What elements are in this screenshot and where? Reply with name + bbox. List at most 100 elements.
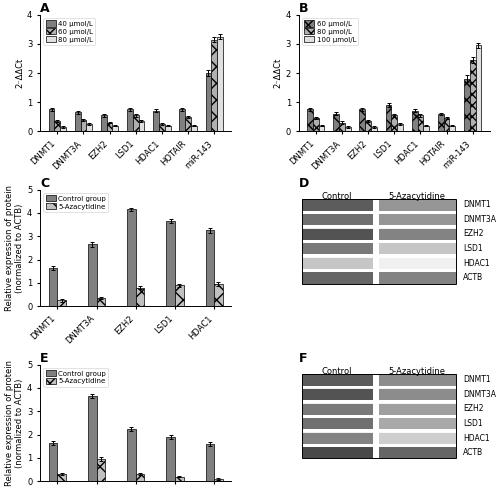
Bar	[175, 476, 184, 481]
Bar	[307, 109, 313, 131]
Bar	[206, 230, 214, 306]
Bar	[302, 374, 373, 385]
Text: LSD1: LSD1	[463, 419, 483, 428]
Text: LSD1: LSD1	[463, 244, 483, 253]
Bar	[80, 120, 86, 131]
Bar	[214, 479, 223, 481]
Text: Control: Control	[322, 192, 352, 201]
Bar	[75, 112, 80, 131]
Bar	[217, 37, 223, 131]
Bar	[379, 199, 456, 211]
Bar	[379, 257, 456, 269]
Text: 5-Azacytidine: 5-Azacytidine	[388, 192, 446, 201]
Bar	[379, 214, 456, 225]
Bar	[386, 105, 392, 131]
Text: C: C	[40, 177, 49, 190]
Bar	[165, 126, 170, 131]
Y-axis label: 2⁻ΔΔCt: 2⁻ΔΔCt	[274, 58, 282, 88]
Bar	[86, 124, 92, 131]
Text: HDAC1: HDAC1	[463, 259, 490, 268]
Text: A: A	[40, 2, 50, 15]
Bar	[379, 243, 456, 254]
Bar	[212, 39, 217, 131]
Text: F: F	[298, 352, 307, 364]
Bar	[191, 126, 196, 131]
Bar	[133, 115, 138, 131]
Bar	[127, 429, 136, 481]
Bar	[302, 199, 456, 283]
Bar	[392, 115, 397, 131]
Bar	[88, 396, 96, 481]
Bar	[302, 418, 373, 429]
Text: DNMT1: DNMT1	[463, 200, 491, 209]
Bar	[438, 114, 444, 131]
Legend: 60 μmol/L, 80 μmol/L, 100 μmol/L: 60 μmol/L, 80 μmol/L, 100 μmol/L	[302, 18, 358, 45]
Bar	[379, 228, 456, 240]
Bar	[180, 109, 185, 131]
Bar	[345, 127, 350, 131]
Legend: Control group, 5-Azacytidine: Control group, 5-Azacytidine	[44, 193, 108, 212]
Bar	[379, 403, 456, 415]
Bar	[313, 118, 318, 131]
Bar	[138, 121, 144, 131]
Bar	[136, 288, 144, 306]
Bar	[397, 124, 403, 131]
Bar	[136, 474, 144, 481]
Text: DNMT3A: DNMT3A	[463, 390, 496, 399]
Bar	[175, 285, 184, 306]
Bar	[302, 228, 373, 240]
Bar	[154, 111, 159, 131]
Y-axis label: Relative expression of protein
(normalized to ACTB): Relative expression of protein (normaliz…	[5, 185, 24, 311]
Bar	[318, 126, 324, 131]
Bar	[54, 121, 60, 131]
Bar	[302, 447, 373, 459]
Bar	[371, 127, 376, 131]
Text: HDAC1: HDAC1	[463, 434, 490, 442]
Bar	[159, 124, 165, 131]
Bar	[464, 79, 470, 131]
Text: DNMT1: DNMT1	[463, 375, 491, 384]
Bar	[365, 121, 371, 131]
Bar	[206, 444, 214, 481]
Bar	[48, 443, 58, 481]
Bar	[379, 447, 456, 459]
Bar	[302, 432, 373, 444]
Bar	[88, 245, 96, 306]
Bar	[214, 284, 223, 306]
Bar	[58, 474, 66, 481]
Bar	[166, 437, 175, 481]
Bar	[444, 118, 450, 131]
Bar	[302, 199, 373, 211]
Bar	[339, 123, 345, 131]
Text: ACTB: ACTB	[463, 273, 483, 282]
Bar	[418, 115, 424, 131]
Bar	[470, 60, 476, 131]
Text: EZH2: EZH2	[463, 229, 483, 239]
Bar	[412, 111, 418, 131]
Bar	[302, 388, 373, 400]
Bar	[112, 126, 118, 131]
Bar	[106, 123, 112, 131]
Bar	[379, 374, 456, 385]
Bar	[101, 115, 106, 131]
Y-axis label: 2⁻ΔΔCt: 2⁻ΔΔCt	[15, 58, 24, 88]
Bar	[127, 210, 136, 306]
Bar	[127, 109, 133, 131]
Bar	[379, 432, 456, 444]
Bar	[96, 459, 105, 481]
Text: B: B	[298, 2, 308, 15]
Text: ACTB: ACTB	[463, 448, 483, 457]
Bar	[334, 114, 339, 131]
Bar	[166, 221, 175, 306]
Bar	[450, 126, 455, 131]
Bar	[302, 257, 373, 269]
Bar	[58, 300, 66, 306]
Bar	[379, 388, 456, 400]
Text: Control: Control	[322, 367, 352, 376]
Bar	[379, 272, 456, 283]
Bar	[302, 214, 373, 225]
Bar	[424, 126, 429, 131]
Bar	[302, 374, 456, 459]
Bar	[96, 298, 105, 306]
Text: EZH2: EZH2	[463, 405, 483, 413]
